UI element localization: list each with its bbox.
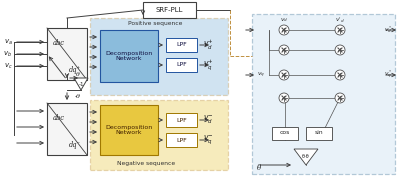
Bar [252, 14, 395, 174]
Text: sin: sin [315, 130, 323, 135]
Text: abc: abc [53, 114, 65, 122]
Text: dq⁻: dq⁻ [69, 141, 81, 149]
Text: LPF: LPF [176, 63, 187, 68]
Text: $v^*_q$: $v^*_q$ [384, 69, 393, 81]
Text: $v_a$: $v_a$ [4, 37, 12, 47]
Bar [100, 30, 158, 82]
Text: $v'_d$: $v'_d$ [335, 15, 345, 25]
Bar [166, 133, 197, 147]
Text: Positive sequence: Positive sequence [128, 21, 182, 27]
Bar [306, 127, 332, 140]
Circle shape [279, 25, 289, 35]
Bar [90, 100, 228, 170]
Text: dq⁺: dq⁺ [69, 66, 81, 74]
Text: $v_q$: $v_q$ [257, 70, 265, 80]
Text: θ-θ: θ-θ [302, 154, 310, 160]
Text: SRF-PLL: SRF-PLL [155, 7, 183, 13]
Circle shape [279, 45, 289, 55]
Text: $v^{+}_{d}$: $v^{+}_{d}$ [203, 38, 214, 52]
Text: Negative sequence: Negative sequence [117, 160, 175, 165]
Circle shape [279, 93, 289, 103]
Text: $v_d$: $v_d$ [280, 16, 288, 24]
Circle shape [335, 25, 345, 35]
Text: LPF: LPF [176, 42, 187, 48]
Bar [272, 127, 298, 140]
Text: cos: cos [280, 130, 290, 135]
Bar [143, 2, 196, 18]
Bar [166, 58, 197, 72]
Circle shape [335, 70, 345, 80]
Bar [47, 103, 87, 155]
Text: LPF: LPF [176, 137, 187, 143]
Text: $v^{-}_{q}$: $v^{-}_{q}$ [203, 134, 214, 146]
Text: Decomposition
Network: Decomposition Network [105, 51, 153, 61]
Text: $v^{-}_{d}$: $v^{-}_{d}$ [203, 114, 214, 126]
Polygon shape [294, 149, 318, 165]
Circle shape [335, 93, 345, 103]
Text: θ: θ [257, 164, 261, 172]
Text: -θ: -θ [75, 94, 81, 98]
Bar [90, 18, 228, 95]
Text: θ: θ [76, 72, 80, 76]
Text: $v_b$: $v_b$ [4, 49, 12, 59]
Bar [166, 38, 197, 52]
Text: $v^{+}_{q}$: $v^{+}_{q}$ [203, 58, 214, 72]
Text: $v_c$: $v_c$ [4, 61, 12, 71]
Text: abc: abc [53, 39, 65, 47]
Text: LPF: LPF [176, 117, 187, 122]
Circle shape [279, 70, 289, 80]
Bar [100, 105, 158, 155]
Text: $v^*_d$: $v^*_d$ [384, 25, 393, 35]
Bar [47, 28, 87, 80]
Polygon shape [74, 78, 88, 90]
Text: Decomposition
Network: Decomposition Network [105, 125, 153, 135]
Bar [166, 113, 197, 127]
Circle shape [335, 45, 345, 55]
Text: -1: -1 [78, 81, 84, 87]
